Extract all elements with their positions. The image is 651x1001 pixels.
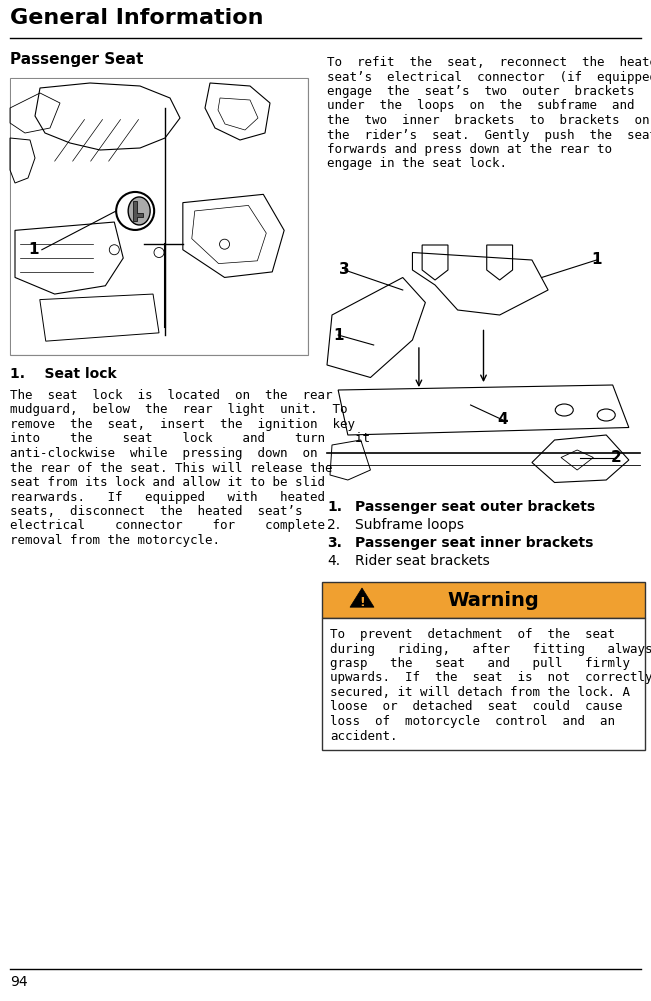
Text: anti-clockwise  while  pressing  down  on: anti-clockwise while pressing down on bbox=[10, 447, 318, 460]
Text: 94: 94 bbox=[10, 975, 27, 989]
Polygon shape bbox=[350, 588, 374, 608]
Text: the rear of the seat. This will release the: the rear of the seat. This will release … bbox=[10, 461, 333, 474]
Text: The  seat  lock  is  located  on  the  rear: The seat lock is located on the rear bbox=[10, 389, 333, 402]
Text: seat’s  electrical  connector  (if  equipped),: seat’s electrical connector (if equipped… bbox=[327, 70, 651, 83]
Text: rearwards.   If   equipped   with   heated: rearwards. If equipped with heated bbox=[10, 490, 325, 504]
Text: loss  of  motorcycle  control  and  an: loss of motorcycle control and an bbox=[330, 715, 615, 728]
Text: 4.: 4. bbox=[327, 554, 340, 568]
Text: 2: 2 bbox=[611, 450, 621, 465]
Text: 1.: 1. bbox=[327, 500, 342, 514]
Text: during   riding,   after   fitting   always: during riding, after fitting always bbox=[330, 643, 651, 656]
Text: accident.: accident. bbox=[330, 730, 398, 743]
Text: 3: 3 bbox=[339, 262, 350, 277]
Text: the  two  inner  brackets  to  brackets  on: the two inner brackets to brackets on bbox=[327, 114, 650, 127]
Text: Rider seat brackets: Rider seat brackets bbox=[355, 554, 490, 568]
Text: engage  the  seat’s  two  outer  brackets: engage the seat’s two outer brackets bbox=[327, 85, 635, 98]
Text: To  refit  the  seat,  reconnect  the  heated: To refit the seat, reconnect the heated bbox=[327, 56, 651, 69]
Text: the  rider’s  seat.  Gently  push  the  seat: the rider’s seat. Gently push the seat bbox=[327, 128, 651, 141]
Ellipse shape bbox=[128, 197, 150, 225]
Text: Passenger seat inner brackets: Passenger seat inner brackets bbox=[355, 536, 593, 550]
Text: !: ! bbox=[359, 596, 365, 609]
Bar bbox=[322, 582, 645, 618]
Text: 1: 1 bbox=[29, 242, 39, 257]
Text: Passenger Seat: Passenger Seat bbox=[10, 52, 143, 67]
Text: Passenger seat outer brackets: Passenger seat outer brackets bbox=[355, 500, 595, 514]
Text: upwards.  If  the  seat  is  not  correctly: upwards. If the seat is not correctly bbox=[330, 672, 651, 685]
Text: removal from the motorcycle.: removal from the motorcycle. bbox=[10, 534, 220, 547]
Text: electrical    connector    for    complete: electrical connector for complete bbox=[10, 520, 325, 533]
Text: 1: 1 bbox=[591, 252, 602, 267]
Text: grasp   the   seat   and   pull   firmly: grasp the seat and pull firmly bbox=[330, 657, 630, 670]
Text: Subframe loops: Subframe loops bbox=[355, 518, 464, 532]
Text: 4: 4 bbox=[497, 412, 508, 427]
Text: Warning: Warning bbox=[448, 591, 540, 610]
Text: mudguard,  below  the  rear  light  unit.  To: mudguard, below the rear light unit. To bbox=[10, 403, 348, 416]
Text: 3.: 3. bbox=[327, 536, 342, 550]
Polygon shape bbox=[133, 201, 143, 221]
Text: loose  or  detached  seat  could  cause: loose or detached seat could cause bbox=[330, 701, 622, 714]
Bar bbox=[322, 240, 645, 490]
Text: under  the  loops  on  the  subframe  and: under the loops on the subframe and bbox=[327, 99, 635, 112]
Text: forwards and press down at the rear to: forwards and press down at the rear to bbox=[327, 143, 612, 156]
Bar bbox=[10, 78, 308, 355]
Text: To  prevent  detachment  of  the  seat: To prevent detachment of the seat bbox=[330, 628, 615, 641]
Bar bbox=[322, 618, 645, 750]
Text: 2.: 2. bbox=[327, 518, 340, 532]
Text: seat from its lock and allow it to be slid: seat from its lock and allow it to be sl… bbox=[10, 476, 325, 489]
Text: 1: 1 bbox=[333, 327, 343, 342]
Text: General Information: General Information bbox=[10, 8, 264, 28]
Text: remove  the  seat,  insert  the  ignition  key: remove the seat, insert the ignition key bbox=[10, 418, 355, 431]
Text: 1.    Seat lock: 1. Seat lock bbox=[10, 367, 117, 381]
Text: engage in the seat lock.: engage in the seat lock. bbox=[327, 157, 507, 170]
Bar bbox=[11, 79, 307, 354]
Text: secured, it will detach from the lock. A: secured, it will detach from the lock. A bbox=[330, 686, 630, 699]
Text: seats,  disconnect  the  heated  seat’s: seats, disconnect the heated seat’s bbox=[10, 505, 303, 518]
Text: into    the    seat    lock    and    turn    it: into the seat lock and turn it bbox=[10, 432, 370, 445]
